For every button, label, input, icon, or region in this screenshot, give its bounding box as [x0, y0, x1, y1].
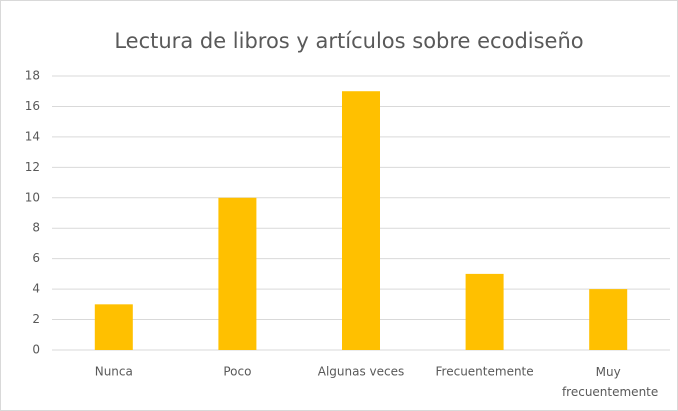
y-tick-label: 10: [25, 190, 40, 204]
y-tick-label: 16: [25, 99, 40, 113]
chart-title: Lectura de libros y artículos sobre ecod…: [114, 29, 583, 53]
x-tick-label: Nunca: [95, 365, 133, 379]
y-tick-label: 6: [32, 251, 40, 265]
x-tick-label: Muy frecuentemente: [558, 365, 658, 399]
y-tick-label: 8: [32, 221, 40, 235]
bar: [94, 304, 133, 350]
bar: [218, 197, 257, 350]
y-tick-label: 14: [25, 129, 40, 143]
y-tick-label: 12: [25, 160, 40, 174]
x-tick-label: Algunas veces: [318, 365, 405, 379]
y-tick-label: 4: [32, 282, 40, 296]
x-tick-label: Frecuentemente: [436, 365, 534, 379]
bar: [589, 289, 628, 350]
y-tick-label: 18: [25, 69, 40, 83]
y-tick-label: 0: [32, 343, 40, 357]
bar: [342, 91, 380, 350]
y-tick-label: 2: [32, 312, 40, 326]
bar: [465, 273, 504, 350]
x-tick-label: Poco: [223, 365, 251, 379]
